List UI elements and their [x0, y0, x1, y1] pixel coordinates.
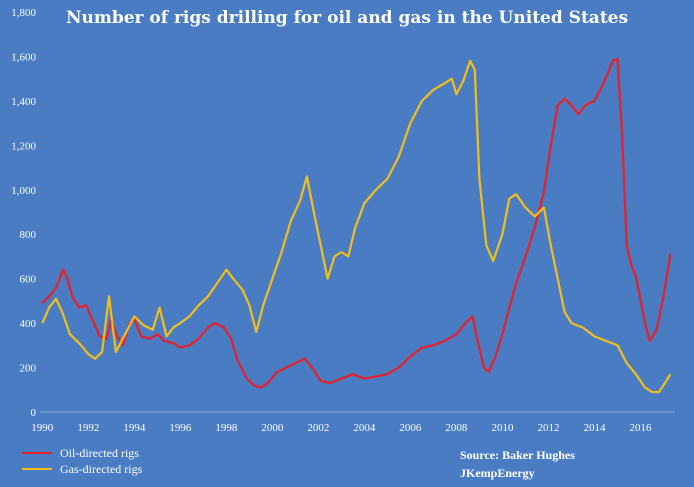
source-line-2: JKempEnergy [460, 466, 535, 480]
y-tick-label: 1,600 [11, 51, 36, 63]
y-tick-label: 1,000 [11, 185, 36, 197]
y-tick-label: 0 [31, 407, 37, 419]
source-line-1: Source: Baker Hughes [460, 448, 575, 462]
y-tick-label: 600 [20, 274, 37, 286]
x-tick-label: 2016 [629, 422, 652, 434]
legend: Oil-directed rigs Gas-directed rigs [22, 446, 143, 476]
x-tick-label: 2000 [261, 422, 284, 434]
chart-title: Number of rigs drilling for oil and gas … [66, 8, 628, 28]
y-tick-label: 1,400 [11, 96, 36, 108]
x-tick-label: 2008 [445, 422, 468, 434]
x-tick-label: 2010 [491, 422, 514, 434]
y-tick-label: 400 [20, 318, 37, 330]
x-tick-label: 1992 [77, 422, 99, 434]
x-tick-label: 2004 [353, 422, 376, 434]
y-tick-label: 200 [20, 363, 37, 375]
x-tick-label: 1994 [123, 422, 146, 434]
y-tick-label: 1,800 [11, 7, 36, 19]
y-tick-label: 800 [20, 229, 37, 241]
y-tick-label: 1,200 [11, 140, 36, 152]
x-tick-label: 2006 [399, 422, 422, 434]
x-tick-label: 2012 [537, 422, 559, 434]
source-note: Source: Baker Hughes JKempEnergy [460, 448, 575, 480]
x-tick-label: 1990 [31, 422, 54, 434]
x-tick-label: 2014 [583, 422, 606, 434]
x-tick-label: 1996 [169, 422, 192, 434]
y-axis: 0 200 400 600 800 1,000 1,200 1,400 1,600 1,800 [11, 7, 36, 419]
series-line-gas [41, 59, 672, 394]
series-layer [41, 57, 672, 394]
legend-label-oil: Oil-directed rigs [60, 446, 139, 460]
x-axis: 1990 1992 1994 1996 1998 2000 2002 2004 2006 2008… [31, 422, 652, 434]
legend-label-gas: Gas-directed rigs [60, 462, 143, 476]
x-tick-label: 2002 [307, 422, 329, 434]
x-tick-label: 1998 [215, 422, 238, 434]
